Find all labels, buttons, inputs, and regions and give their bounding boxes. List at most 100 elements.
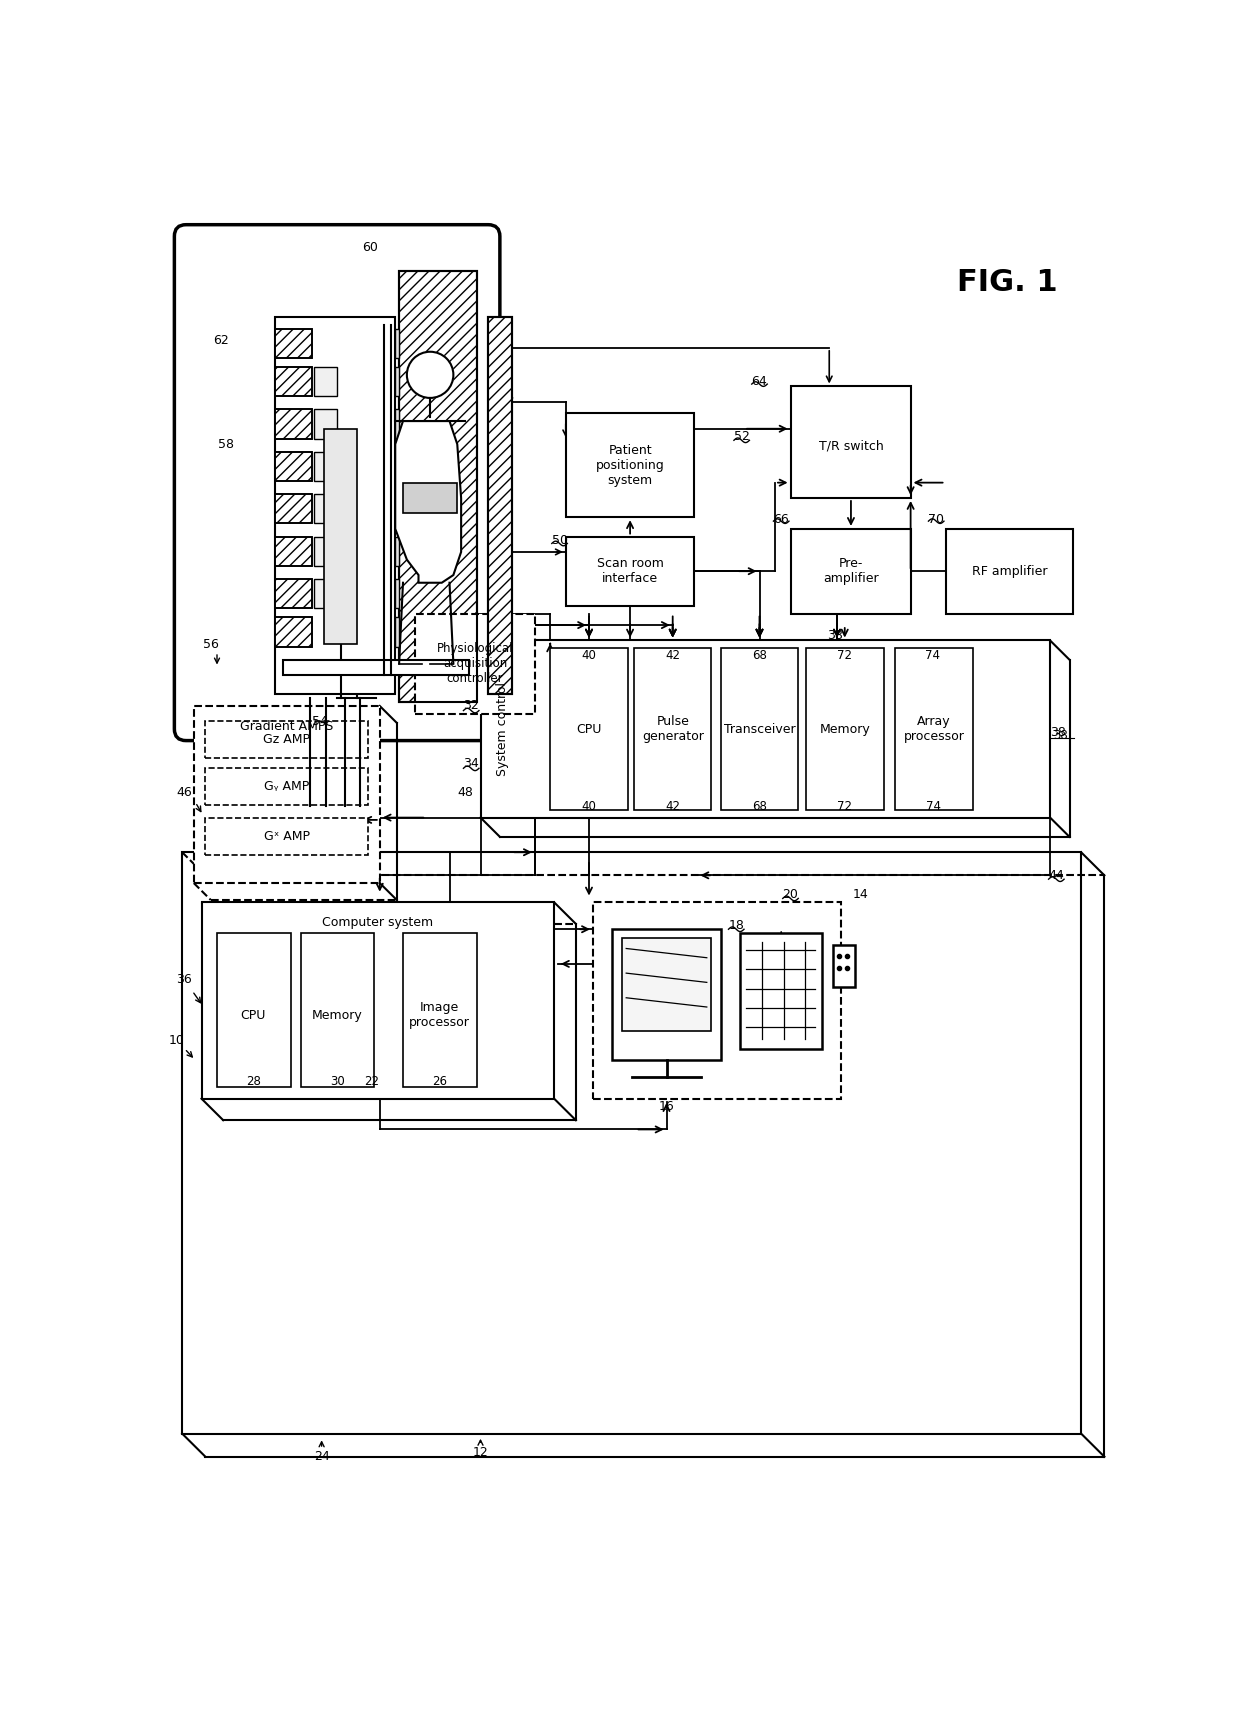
Text: 22: 22: [365, 1075, 379, 1089]
Bar: [275, 329, 312, 358]
Text: Patient
positioning
system: Patient positioning system: [595, 443, 665, 488]
Text: System control: System control: [496, 681, 508, 776]
Bar: [206, 818, 368, 854]
Bar: [489, 317, 511, 695]
Text: 28: 28: [246, 1075, 260, 1089]
Bar: [551, 649, 627, 810]
Bar: [806, 649, 883, 810]
Text: Scan room
interface: Scan room interface: [596, 556, 663, 586]
Text: 48: 48: [458, 786, 472, 800]
Bar: [403, 933, 476, 1087]
Text: FIG. 1: FIG. 1: [957, 269, 1058, 296]
Text: 42: 42: [665, 649, 681, 663]
Text: CPU: CPU: [241, 1008, 267, 1022]
Text: 58: 58: [218, 438, 234, 450]
Bar: [275, 579, 312, 608]
Text: Computer system: Computer system: [322, 916, 433, 930]
Text: 38: 38: [1053, 729, 1068, 741]
Text: Pre-
amplifier: Pre- amplifier: [823, 556, 879, 586]
Text: 20: 20: [782, 889, 799, 901]
Text: 42: 42: [665, 800, 681, 813]
Text: 14: 14: [852, 889, 868, 901]
Bar: [396, 495, 399, 524]
Text: T/R switch: T/R switch: [818, 440, 883, 454]
Text: 24: 24: [314, 1450, 330, 1464]
Polygon shape: [396, 421, 461, 582]
Bar: [283, 659, 469, 675]
Text: 30: 30: [330, 1075, 345, 1089]
Bar: [275, 317, 396, 695]
Text: Pulse
generator: Pulse generator: [642, 716, 703, 743]
Bar: [403, 483, 458, 514]
Text: Memory: Memory: [820, 722, 870, 736]
Text: RF amplifier: RF amplifier: [972, 565, 1048, 577]
Bar: [217, 933, 290, 1087]
Text: 38: 38: [1050, 726, 1066, 740]
Text: 44: 44: [1049, 870, 1064, 882]
Text: 40: 40: [582, 800, 596, 813]
Bar: [324, 428, 357, 644]
Text: Gᵧ AMP: Gᵧ AMP: [264, 779, 309, 793]
Bar: [399, 270, 476, 702]
Bar: [206, 767, 368, 805]
FancyBboxPatch shape: [175, 224, 500, 741]
Text: 38: 38: [827, 628, 843, 642]
Bar: [201, 902, 554, 1099]
Bar: [314, 536, 337, 565]
Bar: [565, 413, 693, 517]
Bar: [833, 945, 854, 988]
Bar: [275, 366, 312, 397]
Bar: [791, 387, 910, 498]
Bar: [740, 933, 821, 1048]
Text: Physiological
acquisition
controller: Physiological acquisition controller: [436, 642, 513, 685]
Text: Gˣ AMP: Gˣ AMP: [264, 830, 310, 842]
Bar: [396, 579, 399, 608]
Bar: [275, 536, 312, 565]
Bar: [275, 536, 312, 565]
Text: 50: 50: [552, 534, 568, 546]
Text: 70: 70: [929, 514, 944, 526]
Text: Transceiver: Transceiver: [724, 722, 795, 736]
Bar: [396, 409, 399, 438]
Bar: [945, 529, 1074, 613]
Text: Image
processor: Image processor: [409, 1002, 470, 1029]
Text: 68: 68: [753, 649, 766, 663]
Text: 74: 74: [926, 800, 941, 813]
Text: Array
processor: Array processor: [904, 716, 965, 743]
Bar: [414, 613, 534, 714]
Text: 34: 34: [464, 757, 479, 770]
Bar: [182, 853, 1081, 1433]
Bar: [206, 721, 368, 758]
Text: Gᴢ AMP: Gᴢ AMP: [263, 733, 310, 746]
Text: 52: 52: [734, 430, 750, 443]
Bar: [565, 536, 693, 606]
Text: 64: 64: [751, 375, 768, 387]
Text: 46: 46: [176, 786, 192, 800]
Bar: [613, 930, 720, 1060]
Bar: [314, 366, 337, 397]
Bar: [481, 640, 1050, 818]
Bar: [396, 452, 399, 481]
Bar: [895, 649, 972, 810]
Bar: [275, 366, 312, 397]
Bar: [399, 270, 476, 702]
Text: 12: 12: [472, 1447, 489, 1459]
Bar: [593, 902, 841, 1099]
Text: Memory: Memory: [311, 1008, 362, 1022]
Text: 62: 62: [213, 334, 228, 348]
Circle shape: [407, 351, 454, 397]
Bar: [720, 649, 799, 810]
Bar: [275, 452, 312, 481]
Text: 18: 18: [728, 919, 744, 931]
Text: 72: 72: [837, 800, 852, 813]
Bar: [275, 452, 312, 481]
Text: 60: 60: [362, 241, 378, 255]
Bar: [275, 579, 312, 608]
Bar: [396, 366, 399, 397]
Bar: [275, 409, 312, 438]
Text: 36: 36: [176, 972, 192, 986]
Text: 66: 66: [774, 514, 789, 526]
Bar: [634, 649, 712, 810]
Text: 16: 16: [658, 1099, 675, 1113]
Bar: [275, 409, 312, 438]
